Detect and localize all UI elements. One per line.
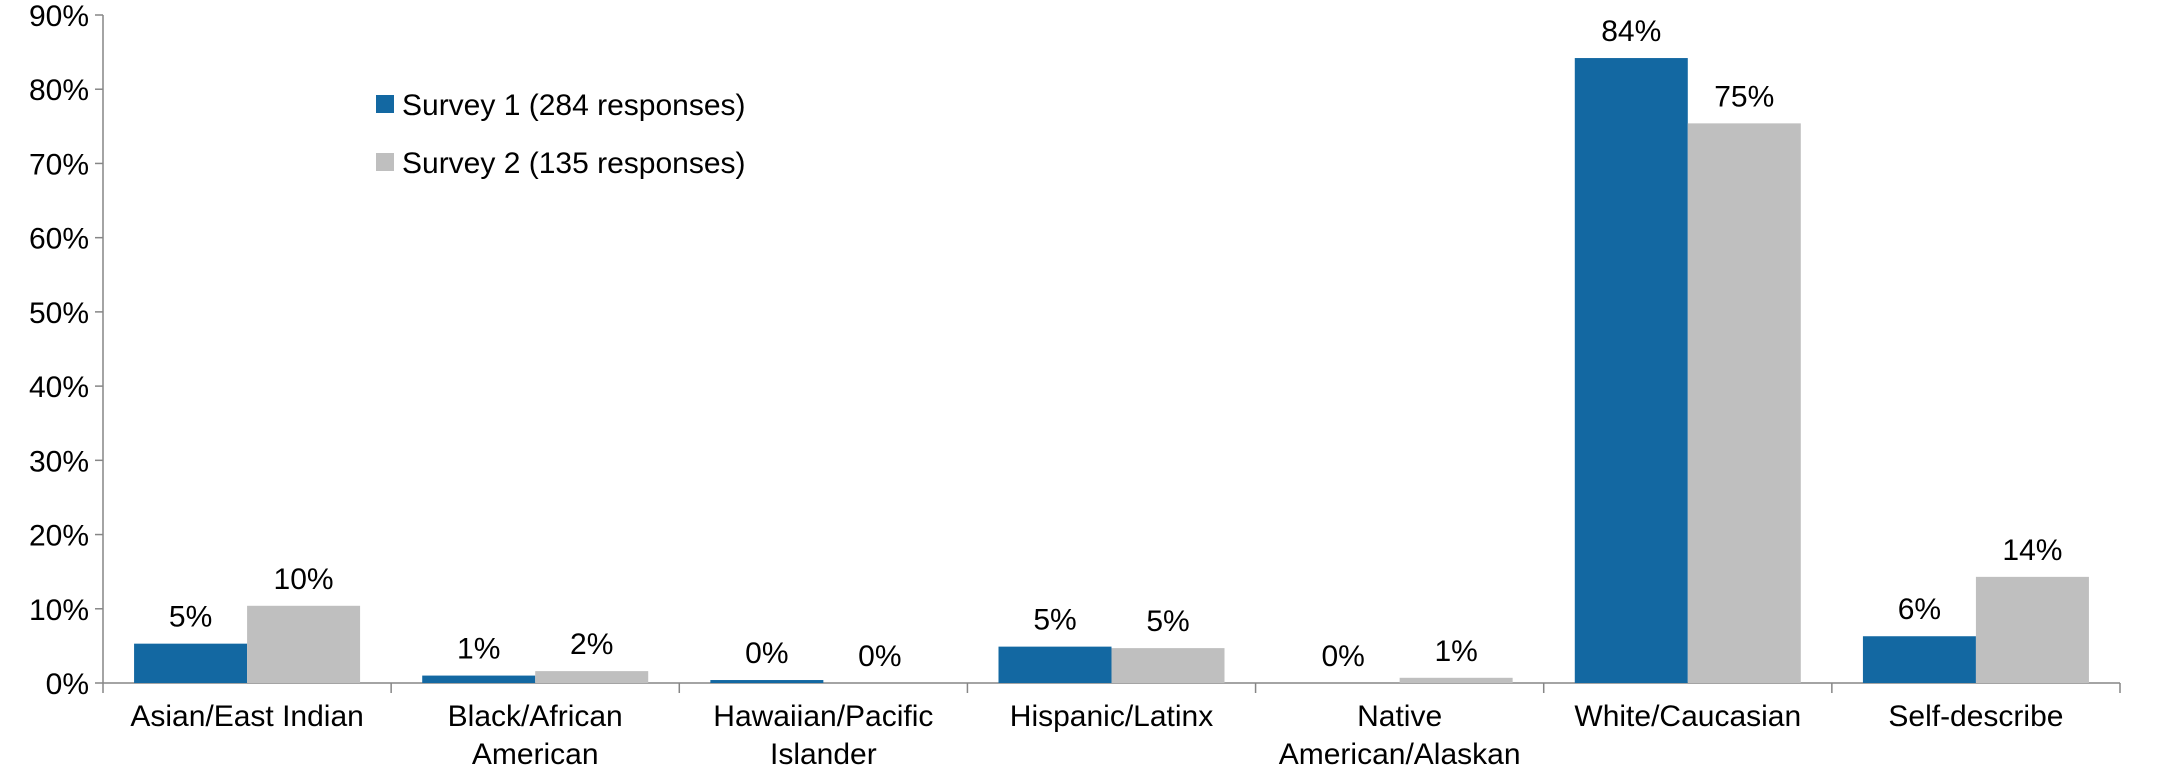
x-category-label-line: Native (1357, 700, 1442, 733)
data-label-series-2: 1% (1434, 635, 1477, 668)
x-category-label: White/Caucasian (1574, 700, 1801, 733)
data-label-series-2: 10% (274, 563, 334, 596)
data-label-series-1: 0% (1321, 640, 1364, 673)
x-category-label-line: Black/African (448, 700, 623, 733)
bar-series-2 (1687, 123, 1801, 683)
y-tick-label: 80% (29, 74, 89, 107)
y-tick-label: 10% (29, 594, 89, 627)
data-label-series-2: 14% (2002, 534, 2062, 567)
bar-series-1 (1574, 58, 1688, 683)
data-label-series-2: 5% (1146, 605, 1189, 638)
data-label-series-1: 1% (457, 633, 500, 666)
x-category-label: Native American/Alaskan (1279, 700, 1521, 771)
y-axis: 0% 10% 20% 30% 40% 50% 60% 70% 80% 90% (29, 0, 104, 701)
y-tick-label: 90% (29, 0, 89, 33)
data-label-series-2: 2% (570, 628, 613, 661)
y-tick-label: 20% (29, 520, 89, 553)
bar-series-2 (1399, 677, 1513, 683)
bar-series-1 (422, 675, 536, 683)
data-label-series-1: 0% (745, 637, 788, 670)
bar-series-2 (1975, 576, 2089, 683)
x-category-label: Black/African American (448, 700, 623, 771)
bar-series-1 (134, 643, 248, 683)
data-label-series-1: 6% (1898, 593, 1941, 626)
x-category-label: Hawaiian/Pacific Islander (713, 700, 933, 771)
bar-series-1 (710, 680, 824, 683)
legend: Survey 1 (284 responses) Survey 2 (135 re… (376, 89, 746, 180)
bar-series-2 (247, 605, 361, 683)
x-category-label: Asian/East Indian (130, 700, 363, 733)
x-category-label-line: American (472, 738, 599, 771)
y-tick-label: 0% (46, 668, 89, 701)
bar-series-1 (998, 646, 1112, 683)
bars (134, 58, 2089, 683)
x-category-label-line: Islander (770, 738, 877, 771)
x-category-label-line: White/Caucasian (1574, 700, 1801, 733)
x-category-label-line: American/Alaskan (1279, 738, 1521, 771)
data-label-series-2: 75% (1714, 80, 1774, 113)
y-tick-label: 50% (29, 297, 89, 330)
legend-label: Survey 1 (284 responses) (402, 89, 746, 122)
data-label-series-1: 84% (1601, 15, 1661, 48)
bar-series-2 (1111, 648, 1225, 683)
bar-series-2 (535, 671, 649, 683)
x-axis: Asian/East Indian Black/African American Ha… (102, 682, 2121, 771)
data-label-series-2: 0% (858, 640, 901, 673)
x-category-label: Hispanic/Latinx (1010, 700, 1213, 733)
legend-swatch (376, 95, 394, 113)
x-category-label-line: Hispanic/Latinx (1010, 700, 1213, 733)
data-labels: 5% 10% 1% 2% 0% 0% 5% 5% 0% 1% 84% 75% 6% 14% (169, 15, 2063, 673)
x-category-label-line: Asian/East Indian (130, 700, 363, 733)
y-tick-label: 60% (29, 223, 89, 256)
x-category-label-line: Self-describe (1888, 700, 2063, 733)
data-label-series-1: 5% (169, 601, 212, 634)
y-tick-label: 30% (29, 445, 89, 478)
x-category-label: Self-describe (1888, 700, 2063, 733)
data-label-series-1: 5% (1033, 604, 1076, 637)
bar-series-1 (1862, 636, 1976, 683)
legend-swatch (376, 153, 394, 171)
y-tick-label: 70% (29, 148, 89, 181)
x-category-label-line: Hawaiian/Pacific (713, 700, 933, 733)
legend-label: Survey 2 (135 responses) (402, 147, 746, 180)
y-tick-label: 40% (29, 371, 89, 404)
